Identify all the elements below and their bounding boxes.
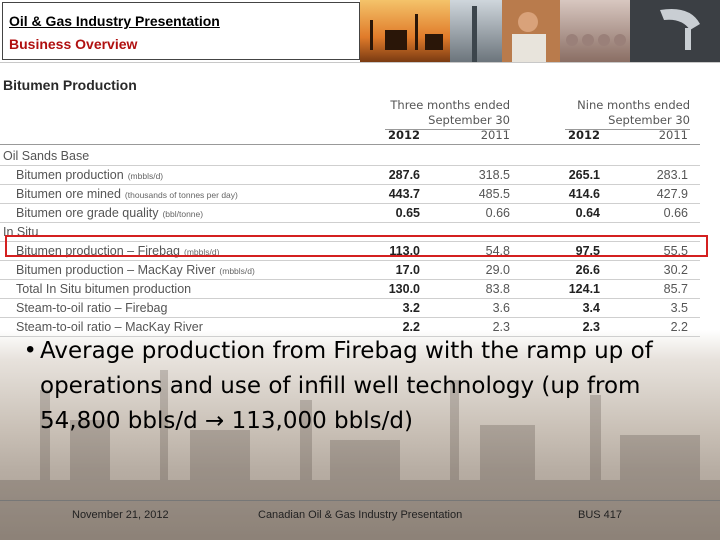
cell-value: 427.9 — [656, 187, 688, 201]
row-label-text: Bitumen ore grade quality — [16, 206, 159, 220]
cell-value: 3.4 — [582, 301, 600, 315]
cell-value: 55.5 — [663, 244, 688, 258]
footer-divider — [0, 500, 720, 501]
cell-value: 265.1 — [568, 168, 600, 182]
row-unit: (mbbls/d) — [127, 171, 164, 181]
slide-header: Oil & Gas Industry Presentation Business… — [0, 0, 720, 63]
cell-value: 0.65 — [395, 206, 420, 220]
year-header: 2012 — [387, 128, 420, 142]
table-row: Bitumen ore mined (thousands of tonnes pe… — [0, 186, 700, 204]
row-label: Oil Sands Base — [3, 149, 89, 163]
presentation-title: Oil & Gas Industry Presentation — [9, 13, 220, 29]
row-label: Bitumen ore mined (thousands of tonnes pe… — [16, 187, 238, 201]
cell-value: 2.3 — [492, 320, 510, 334]
table-row: Steam-to-oil ratio – Firebag 3.2 3.6 3.4 3.5 — [0, 300, 700, 318]
row-label: Steam-to-oil ratio – Firebag — [16, 301, 167, 315]
presentation-subtitle: Business Overview — [9, 36, 138, 52]
title-box: Oil & Gas Industry Presentation Business… — [2, 2, 360, 60]
cell-value: 130.0 — [388, 282, 420, 296]
footer-course-code: BUS 417 — [578, 509, 623, 521]
cell-value: 85.7 — [663, 282, 688, 296]
row-label: Total In Situ bitumen production — [16, 282, 191, 296]
row-label-text: Steam-to-oil ratio – Firebag — [16, 301, 168, 315]
row-label: Steam-to-oil ratio – MacKay River — [16, 320, 203, 334]
cell-value: 443.7 — [388, 187, 420, 201]
cell-value: 83.8 — [485, 282, 510, 296]
table-row: Bitumen production (mbbls/d) 287.6 318.5 265… — [0, 167, 700, 185]
cell-value: 283.1 — [656, 168, 688, 182]
firebag-highlight-box — [5, 235, 708, 257]
cell-value: 414.6 — [568, 187, 600, 201]
row-unit: (mbbls/d) — [183, 247, 220, 257]
row-label: Bitumen production – Firebag (mbbls/d) — [16, 244, 219, 258]
cell-value: 485.5 — [478, 187, 510, 201]
header-underline — [565, 129, 690, 130]
cell-value: 97.5 — [575, 244, 600, 258]
cell-value: 17.0 — [395, 263, 420, 277]
year-header: 2011 — [658, 128, 688, 142]
row-label-text: Bitumen production — [16, 168, 124, 182]
year-header: 2012 — [567, 128, 600, 142]
table-group-row: Oil Sands Base — [0, 148, 700, 166]
table-row: Bitumen production – MacKay River (mbbls/… — [0, 262, 700, 280]
cell-value: 3.5 — [670, 301, 688, 315]
row-label: Bitumen production (mbbls/d) — [16, 168, 163, 182]
cell-value: 0.66 — [485, 206, 510, 220]
cell-value: 113.0 — [389, 244, 420, 258]
row-label: Bitumen ore grade quality (bbl/tonne) — [16, 206, 203, 220]
row-label-text: Steam-to-oil ratio – MacKay River — [16, 320, 203, 334]
row-unit: (bbl/tonne) — [162, 209, 204, 219]
cell-value: 2.2 — [670, 320, 688, 334]
row-label-text: Bitumen production – MacKay River — [16, 263, 216, 277]
cell-value: 30.2 — [663, 263, 688, 277]
year-header: 2011 — [480, 128, 510, 142]
row-unit: (thousands of tonnes per day) — [124, 190, 238, 200]
row-label: Bitumen production – MacKay River (mbbls/… — [16, 263, 255, 277]
cell-value: 0.66 — [663, 206, 688, 220]
cell-value: 54.8 — [485, 244, 510, 258]
cell-value: 29.0 — [485, 263, 510, 277]
cell-value: 0.64 — [575, 206, 600, 220]
table-row: Bitumen ore grade quality (bbl/tonne) 0.65… — [0, 205, 700, 223]
cell-value: 3.2 — [402, 301, 420, 315]
cell-value: 2.2 — [402, 320, 420, 334]
row-label-text: Oil Sands Base — [3, 149, 90, 163]
cell-value: 26.6 — [575, 263, 600, 277]
cell-value: 2.3 — [582, 320, 600, 334]
bullet-icon: • — [26, 336, 35, 363]
row-label-text: Bitumen production – Firebag — [16, 244, 180, 258]
bullet-text: Average production from Firebag with the… — [40, 338, 653, 434]
cell-value: 318.5 — [478, 168, 510, 182]
period-header-nine-months: Nine months ended September 30 — [577, 98, 690, 127]
header-photo-strip — [360, 0, 720, 62]
industrial-skyline-image — [0, 370, 720, 540]
table-row: Steam-to-oil ratio – MacKay River 2.2 2.3 2… — [0, 319, 700, 337]
table-row: Bitumen production – Firebag (mbbls/d) 113… — [0, 243, 700, 261]
header-rule — [0, 144, 700, 145]
row-label-text: Total In Situ bitumen production — [16, 282, 192, 296]
footer-date: November 21, 2012 — [72, 509, 169, 521]
table-section-title: Bitumen Production — [3, 77, 137, 93]
period-header-three-months: Three months ended September 30 — [390, 98, 510, 127]
cell-value: 287.6 — [388, 168, 420, 182]
right-arrow-icon: → — [205, 408, 225, 434]
row-label-text: Bitumen ore mined — [16, 187, 121, 201]
row-unit: (mbbls/d) — [219, 266, 255, 276]
cell-value: 3.6 — [492, 301, 510, 315]
header-underline — [385, 129, 510, 130]
footer-presentation-name: Canadian Oil & Gas Industry Presentation — [258, 509, 463, 521]
cell-value: 124.1 — [568, 282, 600, 296]
table-row: Total In Situ bitumen production 130.0 83.… — [0, 281, 700, 299]
